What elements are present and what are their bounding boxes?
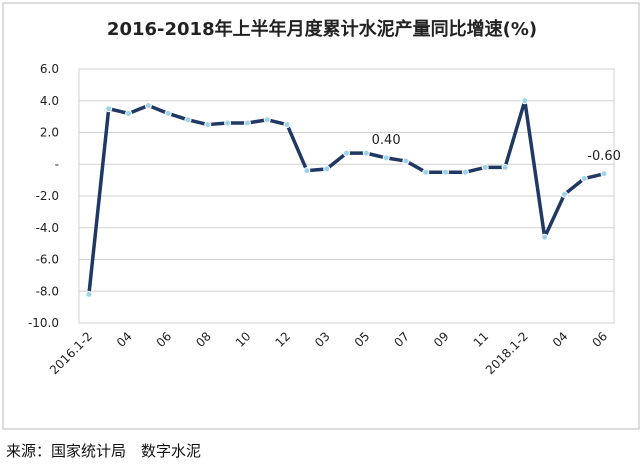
data-point <box>144 102 152 110</box>
value-label: -0.60 <box>587 149 621 164</box>
data-point <box>343 149 350 157</box>
y-tick-label: 2.0 <box>40 126 59 140</box>
data-point <box>461 168 469 176</box>
value-label: 0.40 <box>372 133 401 148</box>
data-point <box>541 233 549 241</box>
data-point <box>204 121 212 129</box>
data-point <box>422 168 430 176</box>
data-point <box>303 167 311 175</box>
data-point <box>600 170 608 178</box>
source: 来源：国家统计局 数字水泥 <box>6 442 202 460</box>
data-point <box>501 163 509 171</box>
data-point <box>243 119 251 127</box>
data-point <box>263 116 271 124</box>
data-point <box>224 119 232 127</box>
data-point <box>362 149 370 157</box>
data-point <box>560 190 568 198</box>
chart-border <box>2 2 640 430</box>
data-point <box>521 97 529 105</box>
data-point <box>184 116 192 124</box>
data-point <box>85 290 93 298</box>
data-point <box>323 165 331 173</box>
data-point <box>105 105 113 113</box>
y-tick-label: -2.0 <box>36 189 59 203</box>
data-point <box>382 154 390 162</box>
data-point <box>283 121 291 129</box>
y-tick-label: -10.0 <box>28 316 59 330</box>
y-tick-label: -4.0 <box>36 221 59 235</box>
y-tick-label: 4.0 <box>40 94 59 108</box>
y-tick-label: -8.0 <box>36 284 59 298</box>
data-point <box>402 157 410 165</box>
y-tick-label: - <box>55 157 59 171</box>
y-tick-label: 6.0 <box>40 62 59 76</box>
data-point <box>125 109 133 117</box>
data-point <box>442 168 450 176</box>
chart-title: 2016-2018年上半年月度累计水泥产量同比增速(%) <box>107 18 537 40</box>
data-point <box>580 175 588 183</box>
data-point <box>164 109 172 117</box>
y-tick-label: -6.0 <box>36 253 59 267</box>
chart: 2016-2018年上半年月度累计水泥产量同比增速(%) 6.0 4.0 2.0 - -… <box>2 2 640 430</box>
data-point <box>481 163 489 171</box>
